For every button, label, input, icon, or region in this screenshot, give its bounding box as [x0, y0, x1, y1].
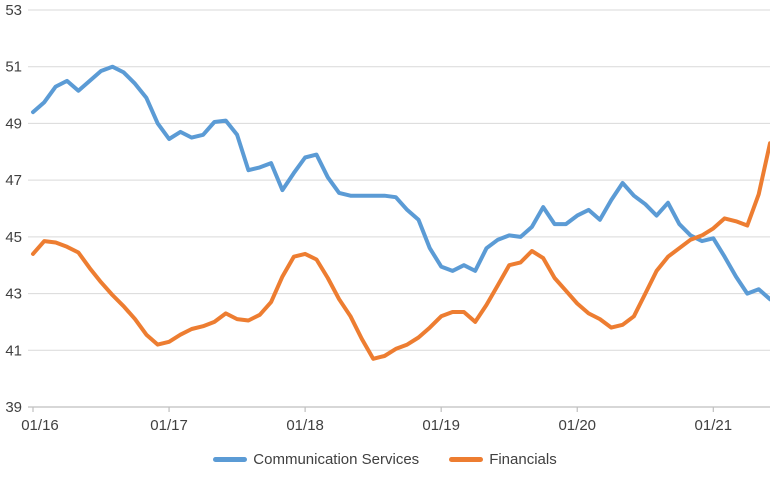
y-axis-label: 45	[5, 229, 22, 246]
y-axis-label: 53	[5, 2, 22, 19]
y-axis-label: 51	[5, 59, 22, 76]
chart-legend: Communication Services Financials	[0, 451, 770, 468]
legend-item-communication-services: Communication Services	[213, 451, 419, 468]
x-axis-label: 01/18	[286, 417, 324, 434]
legend-label-communication-services: Communication Services	[253, 451, 420, 468]
legend-swatch-communication-services	[213, 457, 248, 462]
x-axis-label: 01/17	[150, 417, 188, 434]
y-axis-label: 47	[5, 172, 22, 189]
legend-item-financials: Financials	[449, 451, 557, 468]
x-axis-label: 01/21	[695, 417, 733, 434]
y-axis-label: 39	[5, 399, 22, 416]
series-line-financials	[31, 141, 770, 361]
y-axis-label: 49	[5, 115, 22, 132]
x-axis-label: 01/20	[558, 417, 596, 434]
y-axis-label: 41	[5, 342, 22, 359]
legend-swatch-financials	[449, 457, 484, 462]
legend-label-financials: Financials	[489, 451, 557, 468]
series-line-communication-services	[31, 64, 770, 302]
x-axis-label: 01/19	[422, 417, 460, 434]
x-axis-label: 01/16	[21, 417, 59, 434]
y-axis-label: 43	[5, 286, 22, 303]
